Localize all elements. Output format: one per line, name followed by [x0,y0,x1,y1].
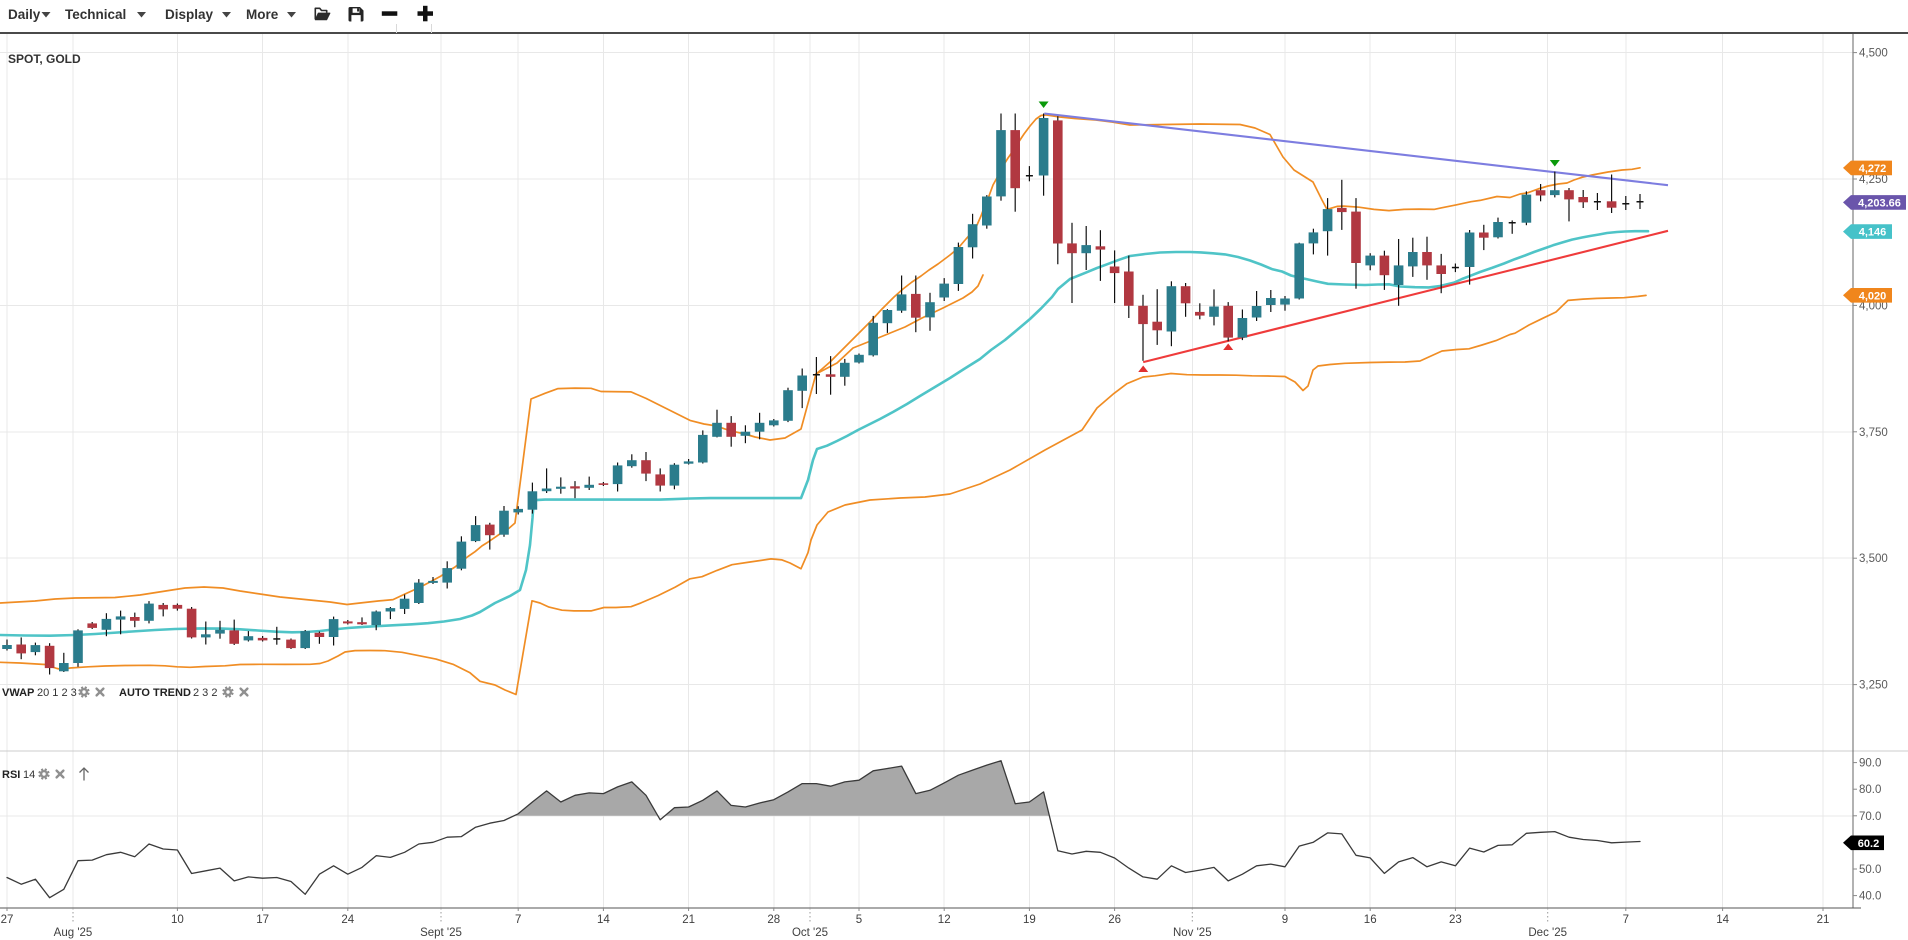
svg-text:21: 21 [682,914,695,926]
svg-text:17: 17 [256,914,269,926]
svg-text:70.0: 70.0 [1859,811,1881,823]
svg-text:26: 26 [1108,914,1121,926]
svg-text:Aug '25: Aug '25 [54,927,93,939]
svg-text:Daily: Daily [8,7,41,22]
svg-text:28: 28 [767,914,780,926]
svg-text:60.2: 60.2 [1858,838,1879,850]
svg-text:4,500: 4,500 [1859,48,1888,60]
svg-text:80.0: 80.0 [1859,784,1881,796]
svg-text:3,250: 3,250 [1859,680,1888,692]
svg-text:AUTO TREND: AUTO TREND [119,687,191,699]
svg-text:7: 7 [515,914,521,926]
svg-text:19: 19 [1023,914,1036,926]
svg-text:9: 9 [1282,914,1288,926]
svg-text:Dec '25: Dec '25 [1528,927,1567,939]
svg-text:Oct '25: Oct '25 [792,927,828,939]
svg-text:4,000: 4,000 [1859,300,1888,312]
svg-text:2 3 2: 2 3 2 [193,687,217,699]
svg-text:4,020: 4,020 [1859,290,1887,302]
svg-text:4,146: 4,146 [1859,227,1887,239]
svg-text:16: 16 [1364,914,1377,926]
svg-text:4,203.66: 4,203.66 [1858,197,1901,209]
svg-text:21: 21 [1817,914,1830,926]
svg-text:VWAP: VWAP [2,687,34,699]
svg-text:10: 10 [171,914,184,926]
svg-text:SPOT, GOLD: SPOT, GOLD [8,52,81,66]
svg-text:12: 12 [938,914,951,926]
svg-text:More: More [246,7,279,22]
svg-text:Technical: Technical [65,7,126,22]
svg-text:5: 5 [856,914,862,926]
svg-text:4,250: 4,250 [1859,174,1888,186]
svg-text:14: 14 [1716,914,1729,926]
svg-text:Display: Display [165,7,214,22]
svg-text:3,500: 3,500 [1859,553,1888,565]
svg-text:20 1 2 3: 20 1 2 3 [37,687,77,699]
svg-text:40.0: 40.0 [1859,891,1881,903]
svg-text:7: 7 [1623,914,1629,926]
svg-text:24: 24 [341,914,354,926]
svg-text:Sept '25: Sept '25 [420,927,462,939]
svg-text:23: 23 [1449,914,1462,926]
svg-text:14: 14 [23,769,35,781]
svg-text:90.0: 90.0 [1859,758,1881,770]
svg-text:RSI: RSI [2,769,20,781]
svg-text:14: 14 [597,914,610,926]
svg-text:3,750: 3,750 [1859,427,1888,439]
svg-text:50.0: 50.0 [1859,864,1881,876]
svg-text:4,272: 4,272 [1859,163,1887,175]
svg-text:27: 27 [1,914,14,926]
svg-text:Nov '25: Nov '25 [1173,927,1212,939]
